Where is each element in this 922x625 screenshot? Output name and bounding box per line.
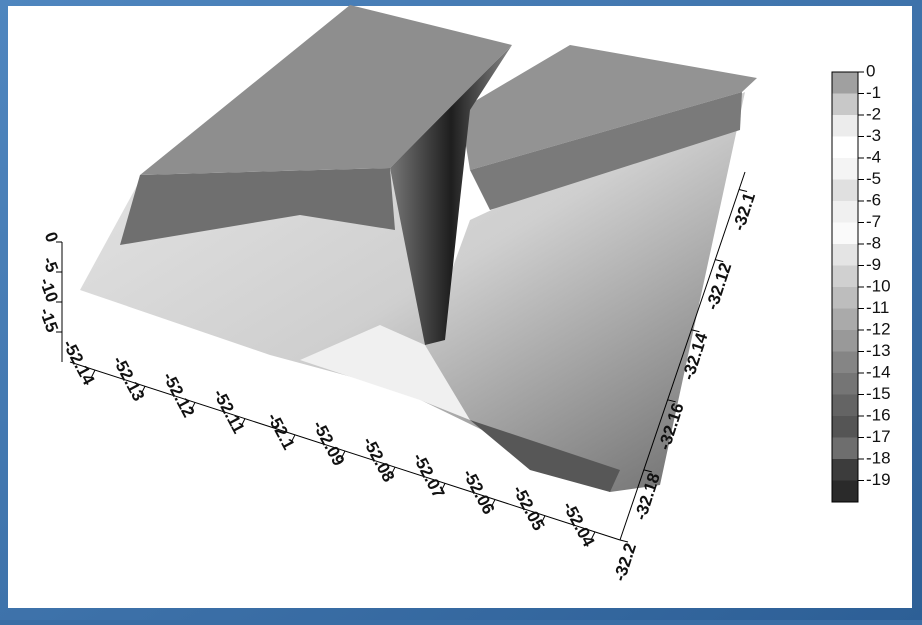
colorbar-label: -4 xyxy=(866,147,881,166)
surface-ridge xyxy=(300,325,470,420)
colorbar-band xyxy=(832,158,858,180)
x-tick xyxy=(90,369,96,379)
x-tick xyxy=(440,483,446,492)
colorbar-band xyxy=(832,287,858,309)
colorbar-label: -10 xyxy=(866,276,891,295)
surface-edge xyxy=(470,420,620,492)
colorbar-band xyxy=(832,179,858,201)
y-tick xyxy=(738,189,748,193)
y-tick xyxy=(667,399,676,403)
y-tick xyxy=(643,469,652,473)
x-tick xyxy=(340,450,346,460)
x-tick xyxy=(590,531,596,541)
colorbar-band xyxy=(832,459,858,481)
colorbar-band xyxy=(832,437,858,459)
x-tick xyxy=(190,402,196,411)
colorbar-band xyxy=(832,72,858,94)
colorbar-label: -3 xyxy=(866,126,881,145)
colorbar-label: -19 xyxy=(866,470,891,489)
colorbar-band xyxy=(832,93,858,115)
y-axis-line xyxy=(619,171,746,541)
surface-gorge xyxy=(390,45,512,345)
colorbar-band xyxy=(832,308,858,330)
colorbar-label: -12 xyxy=(866,319,891,338)
colorbar-label: -18 xyxy=(866,448,891,467)
z-tick-label: -5 xyxy=(39,254,62,275)
colorbar-band xyxy=(832,330,858,352)
colorbar-label: -14 xyxy=(866,362,891,381)
colorbar-label: -17 xyxy=(866,427,891,446)
y-tick xyxy=(715,259,724,263)
x-tick xyxy=(140,386,146,395)
colorbar-band xyxy=(832,201,858,223)
colorbar-band xyxy=(832,373,858,395)
x-tick xyxy=(490,499,496,508)
colorbar-label: -2 xyxy=(866,104,881,123)
colorbar-band xyxy=(832,136,858,158)
surface-wall xyxy=(120,168,395,245)
colorbar-label: -9 xyxy=(866,255,881,274)
colorbar-frame xyxy=(831,71,859,503)
colorbar-label: -5 xyxy=(866,169,881,188)
colorbar-label: -8 xyxy=(866,233,881,252)
colorbar-band xyxy=(832,480,858,502)
colorbar-label: 0 xyxy=(866,61,875,80)
colorbar-label: -11 xyxy=(866,298,889,317)
x-tick xyxy=(240,418,246,427)
colorbar-label: -6 xyxy=(866,190,881,209)
colorbar-label: -7 xyxy=(866,212,881,231)
colorbar-band xyxy=(832,394,858,416)
colorbar-label: -15 xyxy=(866,384,891,403)
colorbar-label: -13 xyxy=(866,341,891,360)
colorbar-label: -1 xyxy=(866,83,881,102)
surface-wall xyxy=(470,92,742,210)
x-tick xyxy=(290,434,296,444)
surface-plateau xyxy=(460,45,757,170)
colorbar-band xyxy=(832,351,858,373)
x-tick xyxy=(390,466,396,476)
surface-plateau xyxy=(140,5,512,175)
x-tick xyxy=(540,515,546,524)
colorbar-band xyxy=(832,244,858,266)
surface xyxy=(80,5,757,492)
y-tick xyxy=(691,329,700,333)
colorbar-band xyxy=(832,265,858,287)
y-tick xyxy=(619,539,629,543)
colorbar-band xyxy=(832,416,858,438)
colorbar-band xyxy=(832,222,858,244)
colorbar-label: -16 xyxy=(866,405,891,424)
colorbar-band xyxy=(832,115,858,137)
